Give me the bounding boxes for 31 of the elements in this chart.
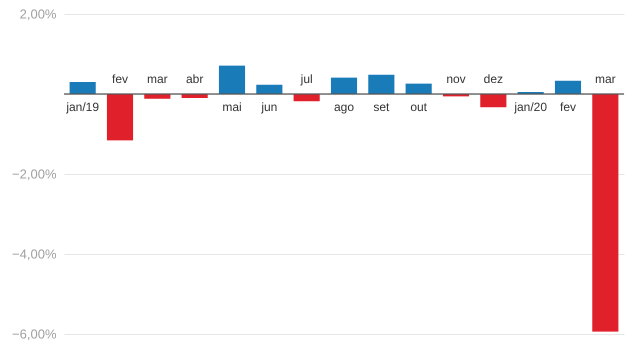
bar [330,78,358,94]
x-tick-label: fev [112,72,128,86]
x-tick-label: jan/19 [65,100,100,114]
bar [70,82,96,94]
bar [144,94,170,99]
bar [554,80,582,94]
x-tick-label: jun [260,100,278,114]
x-tick-label: nov [446,72,466,86]
x-tick-label: dez [484,72,504,86]
x-tick-label: abr [186,72,204,86]
x-tick-label: set [373,100,390,114]
bar [480,94,506,108]
bar [368,74,394,94]
y-tick-label: 2,00% [20,6,57,22]
x-tick-label: fev [560,100,576,114]
bar [256,84,282,94]
bar [592,94,618,332]
y-tick-label: −6,00% [12,326,57,342]
x-tick-label: mar [594,72,616,86]
bar [106,94,134,140]
y-tick-label: −4,00% [12,246,57,262]
bar [406,84,432,94]
x-tick-label: mar [146,72,168,86]
bar [294,94,320,102]
x-tick-label: mai [222,100,242,114]
x-tick-label: jul [300,72,313,86]
bar [218,66,246,94]
x-tick-label: ago [334,100,354,114]
y-tick-label: −2,00% [12,166,57,182]
x-tick-label: out [410,100,428,114]
x-tick-label: jan/20 [513,100,548,114]
